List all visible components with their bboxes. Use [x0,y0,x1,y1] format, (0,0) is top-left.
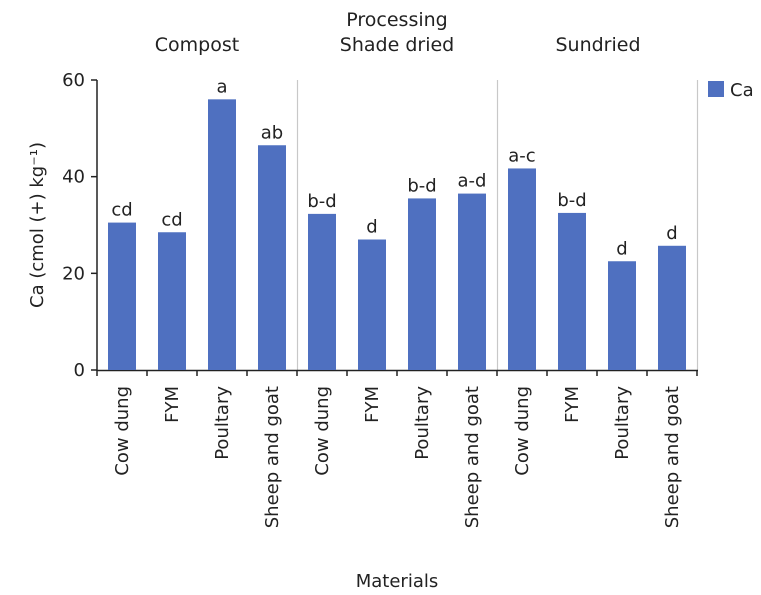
x-tick-label: Cow dung [512,386,533,476]
y-tick-label: 20 [62,263,85,284]
x-tick-label: Sheep and goat [262,386,283,528]
x-tick-label: Sheep and goat [662,386,683,528]
bar-significance-label: cd [161,209,182,230]
x-tick-label: Sheep and goat [462,386,483,528]
bar-significance-label: d [666,223,677,244]
legend-label: Ca [730,80,754,101]
processing-title: Processing [346,9,447,31]
bar-significance-label: d [616,238,627,259]
bar [658,245,686,370]
bar [158,232,186,370]
bar-significance-label: b-d [407,175,436,196]
x-tick-label: Poultary [212,386,233,460]
bar [408,198,436,370]
x-tick-label: Cow dung [112,386,133,476]
bar [308,213,336,370]
x-tick-label: FYM [362,386,383,423]
bar-significance-label: ab [261,122,283,143]
legend-swatch [708,81,724,97]
group-label-sundried: Sundried [555,34,640,56]
y-axis-title: Ca (cmol (+) kg⁻¹) [27,142,48,308]
x-tick-label: FYM [162,386,183,423]
bar [608,261,636,370]
bar-significance-label: a-c [508,145,535,166]
bar [258,145,286,370]
group-label-shade-dried: Shade dried [340,34,454,56]
group-label-compost: Compost [155,34,239,56]
bar [108,222,136,370]
bar [208,99,236,370]
bar-significance-label: a-d [458,171,487,192]
bar [558,212,586,370]
bar-significance-label: b-d [557,190,586,211]
bar [508,168,536,370]
x-axis-title: Materials [356,571,439,592]
bar-significance-label: d [366,217,377,238]
bar [458,193,486,370]
bar [358,239,386,370]
bar-significance-label: cd [111,200,132,221]
bar-significance-label: b-d [307,191,336,212]
bar-significance-label: a [216,76,227,97]
x-tick-label: FYM [562,386,583,423]
y-tick-label: 0 [74,360,85,381]
y-tick-label: 60 [62,70,85,91]
x-tick-label: Poultary [412,386,433,460]
x-tick-label: Cow dung [312,386,333,476]
x-tick-label: Poultary [612,386,633,460]
y-tick-label: 40 [62,167,85,188]
